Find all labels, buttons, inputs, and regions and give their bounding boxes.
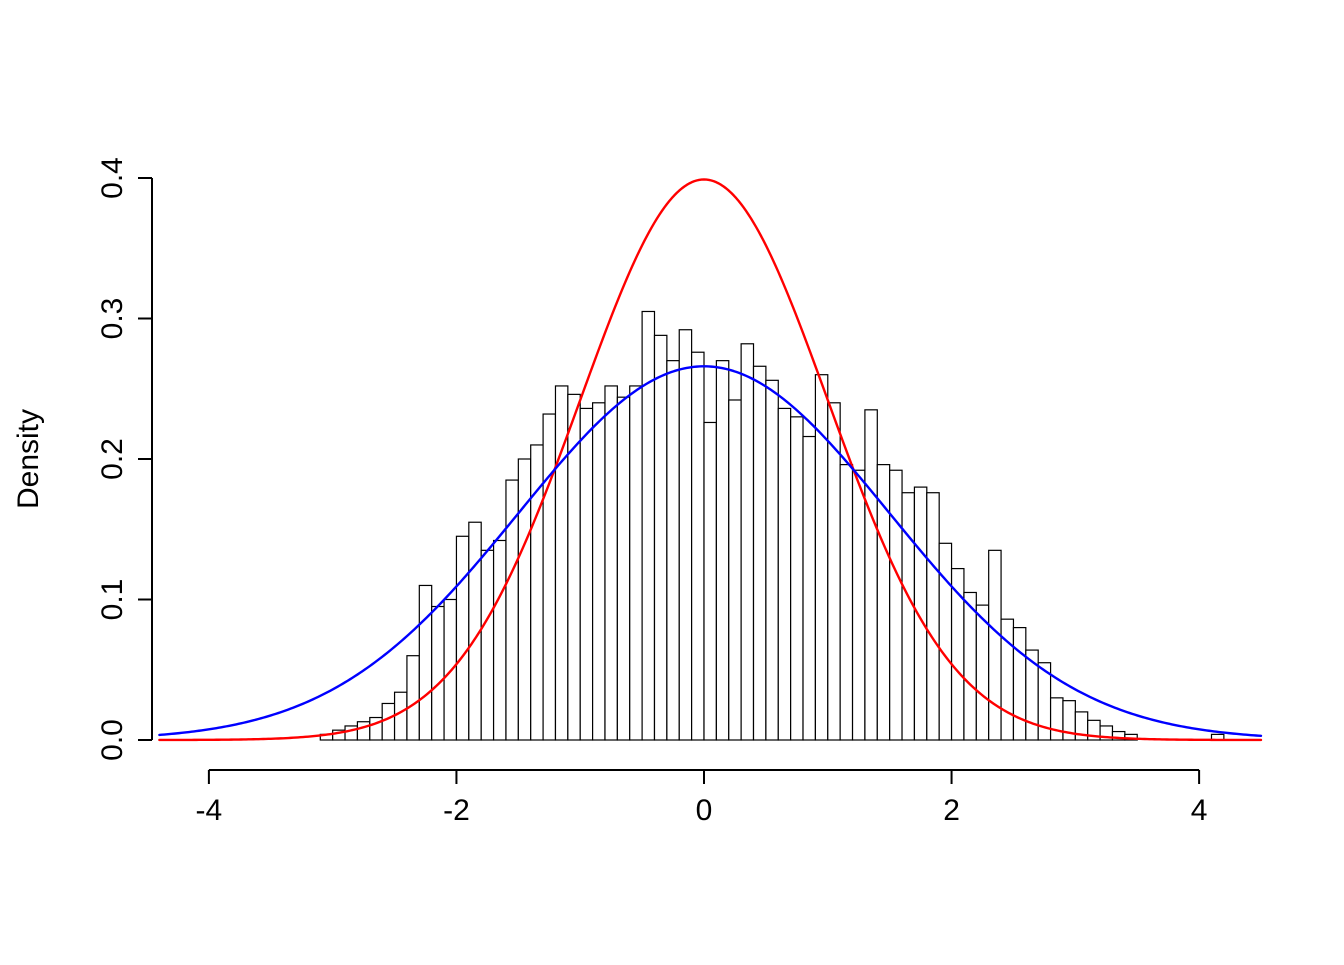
y-tick-label: 0.0	[96, 719, 129, 761]
histogram-bars	[319, 310, 1225, 741]
x-axis: -4 -2 0 2 4	[196, 769, 1208, 827]
histogram-bar	[678, 329, 693, 741]
y-tick-label: 0.1	[96, 579, 129, 621]
histogram-bar	[790, 416, 804, 741]
histogram-bar	[492, 539, 507, 741]
axis-titles: Density	[12, 409, 45, 509]
histogram-bar	[344, 725, 359, 741]
histogram-bar	[988, 549, 1002, 741]
histogram-bar	[1049, 697, 1064, 741]
histogram-bar	[418, 584, 433, 741]
histogram-bar	[864, 409, 878, 741]
histogram-bar	[480, 549, 495, 741]
histogram-bar	[542, 413, 557, 741]
histogram-bar	[604, 385, 618, 741]
histogram-bar	[666, 360, 680, 741]
x-tick-label: 0	[696, 794, 713, 827]
histogram-bar	[641, 310, 656, 741]
curve-line-wide-normal	[158, 365, 1263, 738]
histogram-bar	[963, 591, 977, 741]
histogram-bar	[579, 407, 594, 741]
histogram-bar	[406, 655, 420, 741]
histogram-bar	[381, 702, 396, 741]
histogram-bar	[765, 379, 779, 741]
y-tick-label: 0.4	[96, 157, 129, 199]
histogram-bar	[1012, 626, 1027, 741]
histogram-bar	[715, 360, 730, 741]
histogram-bar	[591, 402, 606, 741]
histogram-bar	[777, 407, 792, 741]
x-tick-label: -2	[443, 794, 470, 827]
histogram-bar	[926, 492, 940, 741]
histogram-bar	[851, 469, 866, 741]
histogram-bar	[975, 604, 990, 741]
x-tick-label: 2	[943, 794, 960, 827]
histogram-bar	[740, 343, 755, 741]
histogram-bar	[889, 469, 903, 741]
histogram-bar	[691, 351, 705, 741]
histogram-bar	[728, 399, 742, 741]
histogram-bar	[455, 535, 470, 741]
histogram-bar	[703, 421, 717, 741]
x-tick-label: 4	[1191, 794, 1208, 827]
curve-wide-normal	[158, 365, 1263, 738]
y-tick-label: 0.3	[96, 298, 129, 340]
histogram-bar	[431, 605, 445, 741]
y-axis: 0.0 0.1 0.2 0.3 0.4	[96, 157, 153, 761]
histogram-bar	[356, 721, 371, 741]
histogram-bar	[802, 435, 817, 741]
curve-standard-normal	[158, 178, 1263, 742]
y-tick-label: 0.2	[96, 438, 129, 480]
histogram-bar	[616, 396, 631, 741]
curve-line-standard-normal	[158, 178, 1263, 742]
histogram-bar	[839, 464, 854, 741]
histogram-bar	[629, 385, 643, 741]
y-axis-title: Density	[12, 409, 45, 509]
histogram-bar	[752, 365, 767, 741]
histogram-bar	[653, 334, 668, 741]
histogram-bar	[393, 691, 408, 741]
x-tick-label: -4	[196, 794, 223, 827]
